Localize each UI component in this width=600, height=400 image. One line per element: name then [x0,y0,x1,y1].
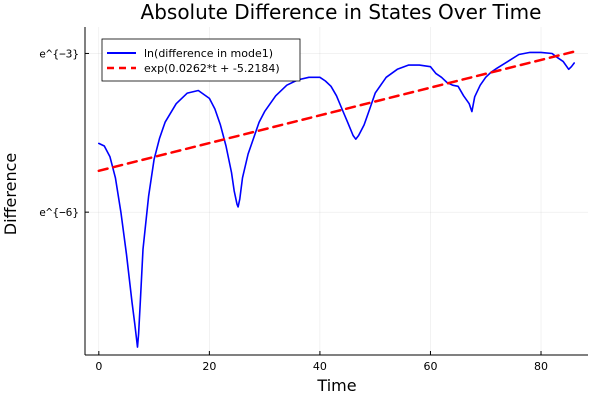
legend-label-series-1: ln(difference in mode1) [144,47,273,60]
series-line-2 [97,50,576,173]
x-tick-label-4: 80 [534,360,548,373]
y-tick-label-1: e^{−3} [39,47,79,60]
x-tick-label-1: 20 [202,360,216,373]
x-tick-label-0: 0 [95,360,102,373]
series-lines [97,50,576,348]
legend-box [101,38,301,82]
series-line-1 [98,51,576,348]
x-tick-label-2: 40 [313,360,327,373]
axes: 0 20 40 60 80 e^{−6} e^{−3} [39,27,588,373]
grid-lines [85,27,588,355]
y-axis-title: Difference [1,153,20,235]
chart-title: Absolute Difference in States Over Time [141,0,542,24]
y-tick-label-0: e^{−6} [39,206,79,219]
x-tick-label-3: 60 [423,360,437,373]
legend: ln(difference in mode1) exp(0.0262*t + -… [101,38,301,82]
legend-label-series-2: exp(0.0262*t + -5.2184) [144,62,280,75]
x-axis-title: Time [316,376,356,395]
